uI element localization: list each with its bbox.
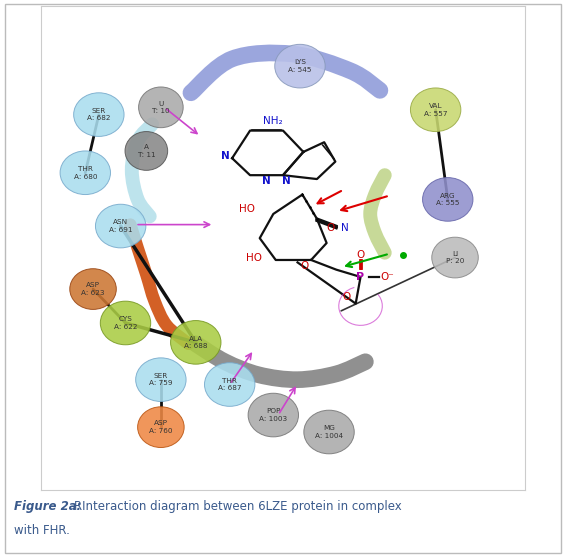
Text: POP
A: 1003: POP A: 1003	[259, 408, 288, 422]
Ellipse shape	[170, 321, 221, 364]
Ellipse shape	[138, 407, 184, 447]
Text: A
T: 11: A T: 11	[138, 144, 155, 158]
Text: CYS
A: 622: CYS A: 622	[114, 316, 138, 330]
Text: N: N	[341, 223, 349, 233]
Text: LYS
A: 545: LYS A: 545	[288, 60, 312, 73]
Text: ASP
A: 760: ASP A: 760	[149, 421, 173, 434]
Ellipse shape	[136, 358, 186, 402]
Text: THR
A: 687: THR A: 687	[218, 378, 242, 391]
Ellipse shape	[70, 268, 116, 309]
Text: U
T: 10: U T: 10	[152, 101, 170, 114]
Ellipse shape	[423, 178, 473, 221]
Text: SER
A: 759: SER A: 759	[149, 373, 173, 387]
Text: ARG
A: 555: ARG A: 555	[436, 193, 460, 206]
Text: LI
P: 20: LI P: 20	[446, 251, 464, 265]
Ellipse shape	[432, 237, 478, 278]
Ellipse shape	[248, 393, 298, 437]
Text: N: N	[221, 151, 230, 161]
Ellipse shape	[96, 204, 146, 248]
Ellipse shape	[139, 87, 183, 128]
Text: HO: HO	[246, 252, 262, 262]
Text: N: N	[282, 176, 291, 186]
Ellipse shape	[204, 363, 255, 406]
Text: O⁻: O⁻	[380, 272, 394, 282]
Ellipse shape	[125, 131, 168, 170]
Text: RInteraction diagram between 6LZE protein in complex: RInteraction diagram between 6LZE protei…	[74, 500, 401, 512]
Text: HO: HO	[239, 204, 255, 214]
Text: Figure 2a:: Figure 2a:	[14, 500, 82, 512]
Text: ASN
A: 691: ASN A: 691	[109, 219, 132, 233]
Text: O: O	[343, 292, 351, 302]
Text: N: N	[261, 176, 271, 186]
Text: ASP
A: 623: ASP A: 623	[82, 282, 105, 296]
Ellipse shape	[74, 93, 124, 136]
Text: O: O	[327, 223, 335, 233]
Ellipse shape	[275, 45, 325, 88]
Ellipse shape	[410, 88, 461, 131]
Text: THR
A: 680: THR A: 680	[74, 166, 97, 179]
Text: O: O	[357, 250, 365, 260]
Ellipse shape	[60, 151, 110, 194]
Text: P: P	[357, 272, 365, 282]
Ellipse shape	[304, 410, 354, 454]
Text: VAL
A: 557: VAL A: 557	[424, 103, 447, 116]
Text: O: O	[301, 261, 309, 271]
Text: MG
A: 1004: MG A: 1004	[315, 425, 343, 439]
Ellipse shape	[100, 301, 151, 345]
Text: with FHR.: with FHR.	[14, 524, 70, 536]
Text: SER
A: 682: SER A: 682	[87, 108, 110, 121]
Text: ALA
A: 688: ALA A: 688	[184, 336, 208, 349]
Text: NH₂: NH₂	[264, 116, 283, 126]
